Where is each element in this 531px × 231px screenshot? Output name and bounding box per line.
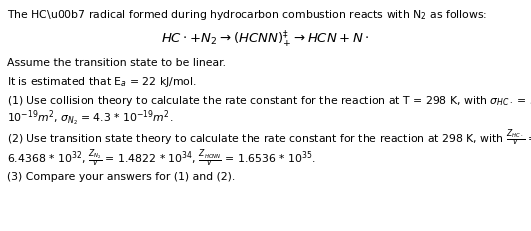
Text: (1) Use collision theory to calculate the rate constant for the reaction at T = : (1) Use collision theory to calculate th… [7, 94, 531, 108]
Text: It is estimated that E$_a$ = 22 kJ/mol.: It is estimated that E$_a$ = 22 kJ/mol. [7, 75, 197, 89]
Text: 6.4368 * $10^{32}$, $\frac{Z_{N_2}}{v}$ = 1.4822 * $10^{34}$, $\frac{Z_{HCNN}}{v: 6.4368 * $10^{32}$, $\frac{Z_{N_2}}{v}$ … [7, 148, 316, 170]
Text: (2) Use transition state theory to calculate the rate constant for the reaction : (2) Use transition state theory to calcu… [7, 128, 531, 149]
Text: $\mathit{HC}\cdot\mathit{+N_2 \rightarrow (HCNN)^{\ddagger}_{+} \rightarrow HCN+: $\mathit{HC}\cdot\mathit{+N_2 \rightarro… [161, 30, 370, 50]
Text: $10^{-19}m^2$, $\sigma_{N_2}$ = 4.3 * $10^{-19}m^2$.: $10^{-19}m^2$, $\sigma_{N_2}$ = 4.3 * $1… [7, 108, 174, 128]
Text: (3) Compare your answers for (1) and (2).: (3) Compare your answers for (1) and (2)… [7, 172, 235, 182]
Text: The HC\u00b7 radical formed during hydrocarbon combustion reacts with N$_2$ as f: The HC\u00b7 radical formed during hydro… [7, 8, 487, 22]
Text: Assume the transition state to be linear.: Assume the transition state to be linear… [7, 58, 226, 68]
